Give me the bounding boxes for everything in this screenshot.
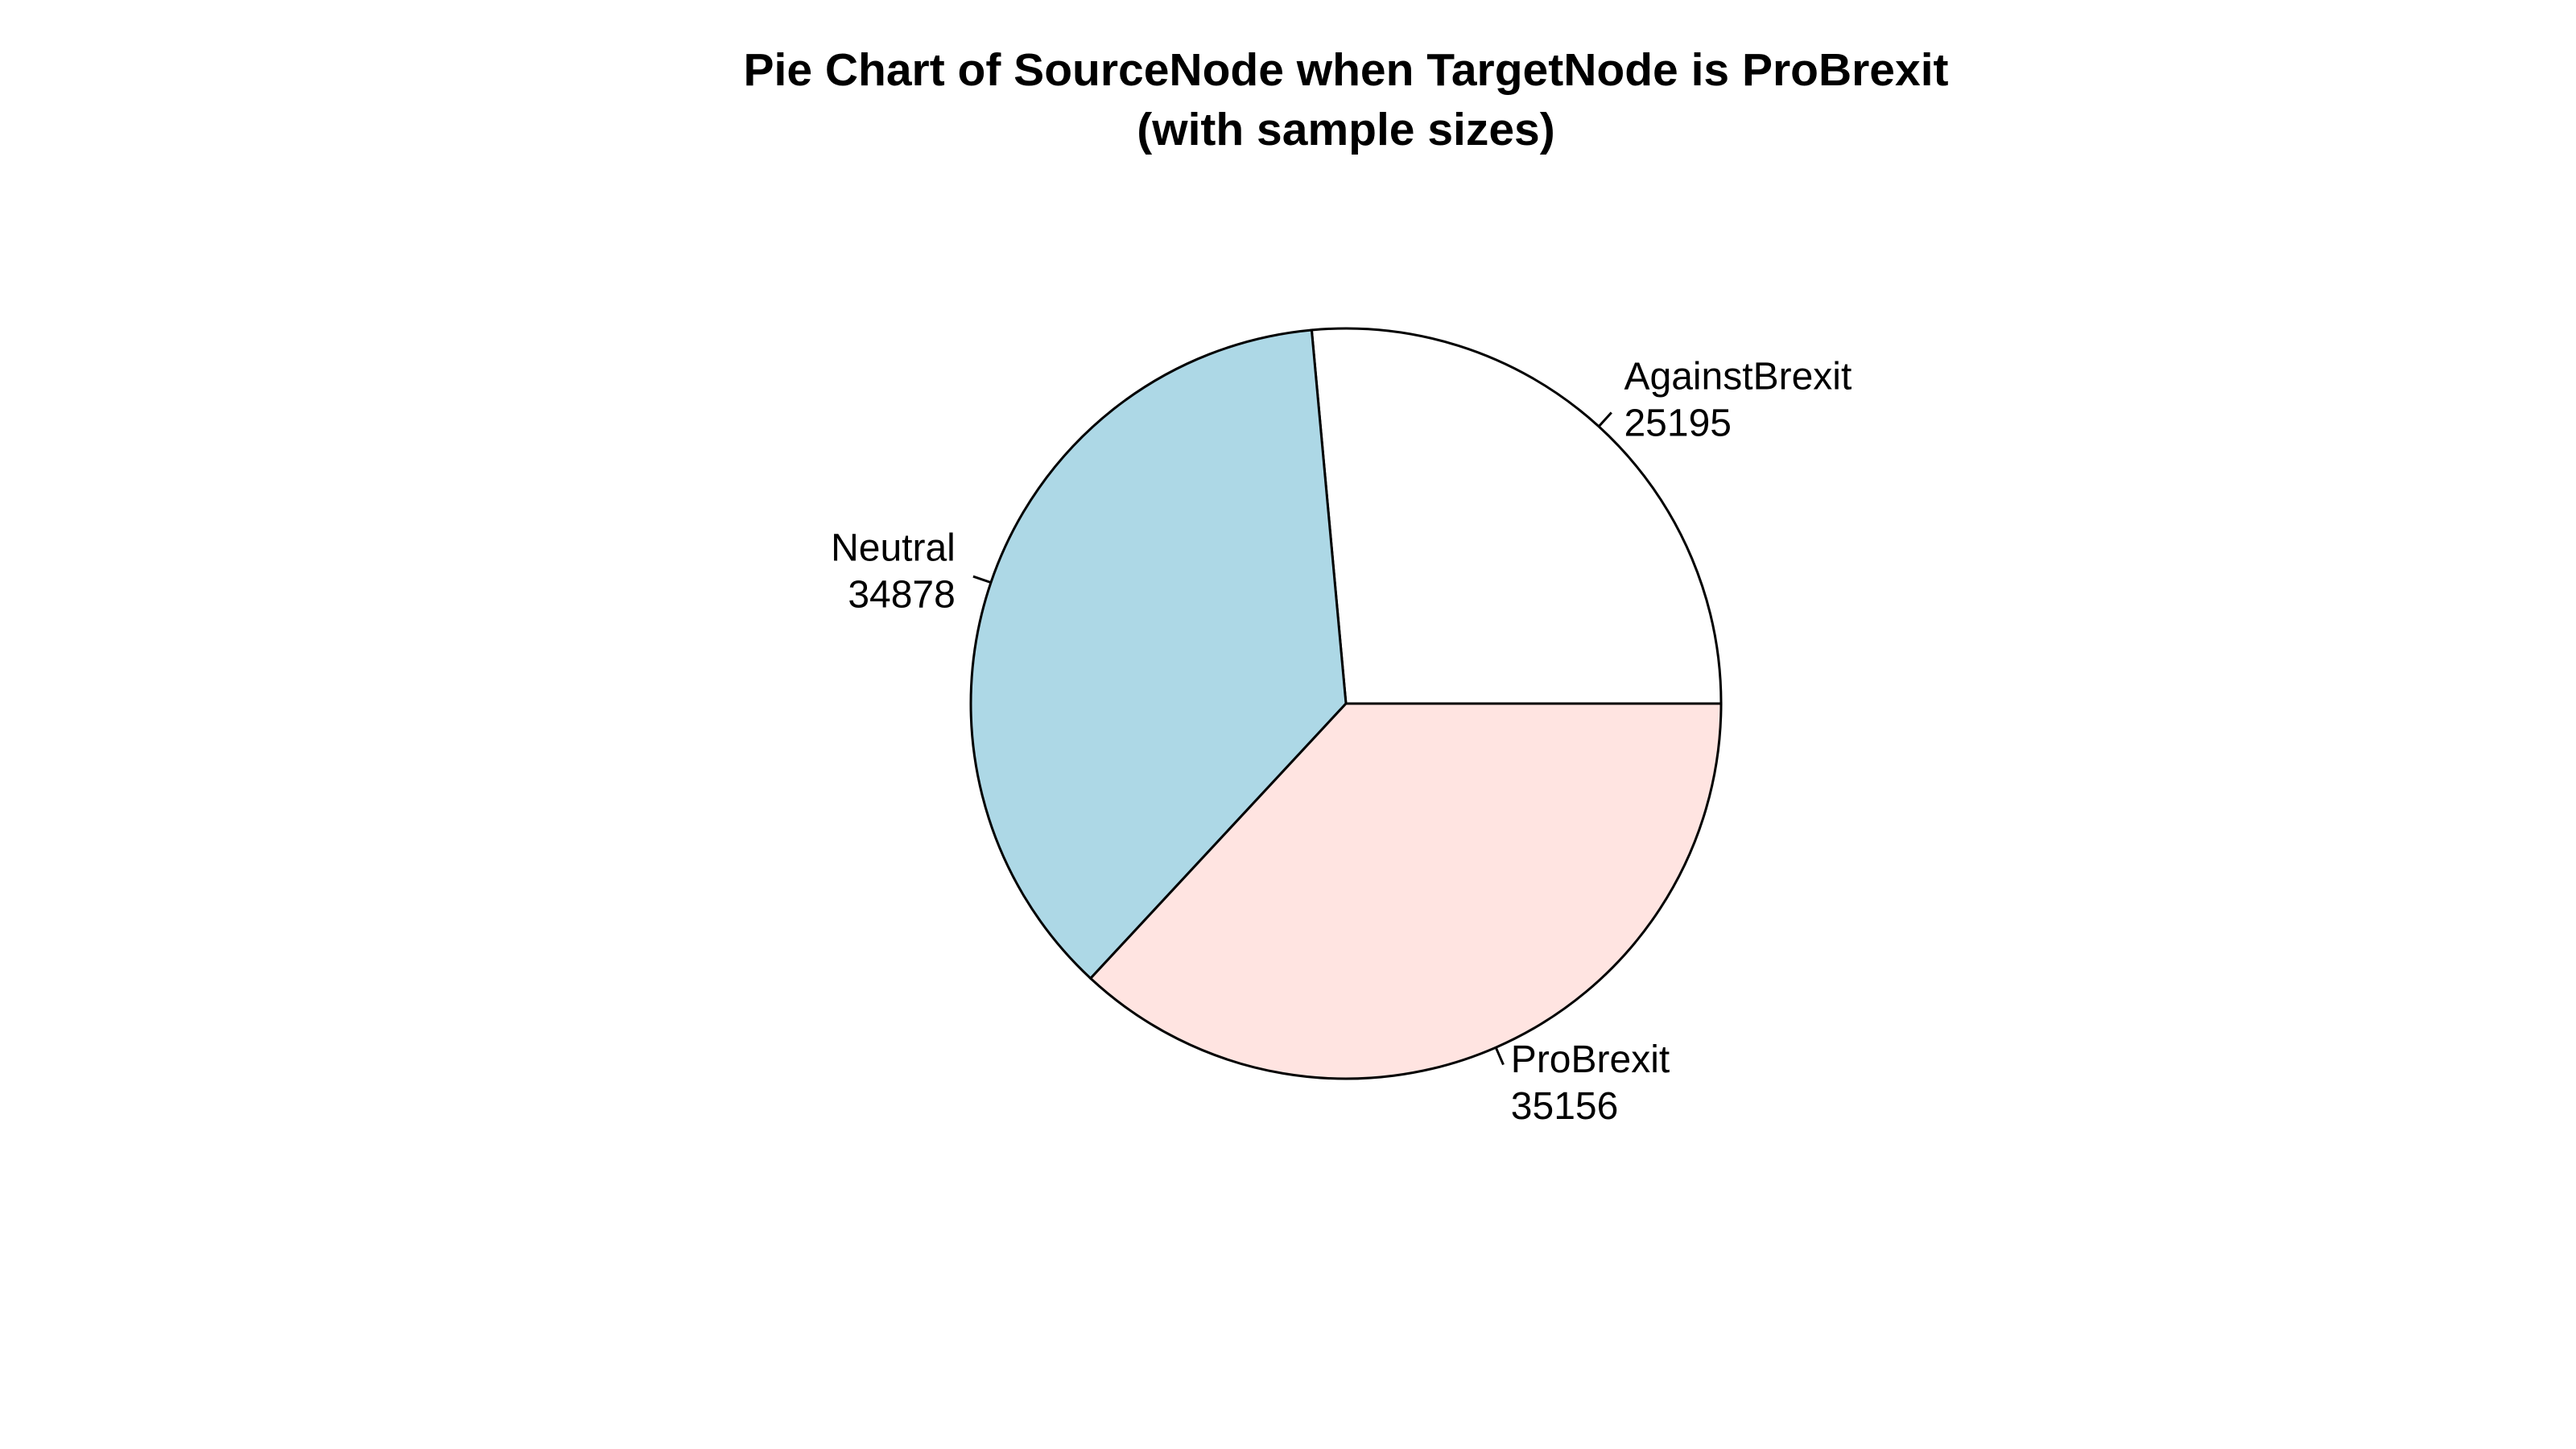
slice-label-againstbrexit: AgainstBrexit xyxy=(1624,355,1852,398)
pie-slice-probrexit xyxy=(1088,702,1723,1080)
slice-value-probrexit: 35156 xyxy=(1511,1085,1618,1128)
label-tick-againstbrexit xyxy=(1597,411,1612,427)
slice-label-probrexit: ProBrexit xyxy=(1511,1038,1670,1081)
chart-title: Pie Chart of SourceNode when TargetNode … xyxy=(743,44,1948,96)
slice-label-neutral: Neutral xyxy=(831,527,956,570)
slice-value-againstbrexit: 25195 xyxy=(1624,402,1731,444)
pie-slices xyxy=(969,327,1723,1080)
label-tick-probrexit xyxy=(1494,1046,1505,1066)
chart-subtitle: (with sample sizes) xyxy=(1137,104,1555,155)
slice-value-neutral: 34878 xyxy=(848,574,955,617)
pie-slice-neutral xyxy=(969,328,1348,980)
label-tick-neutral xyxy=(972,575,992,584)
